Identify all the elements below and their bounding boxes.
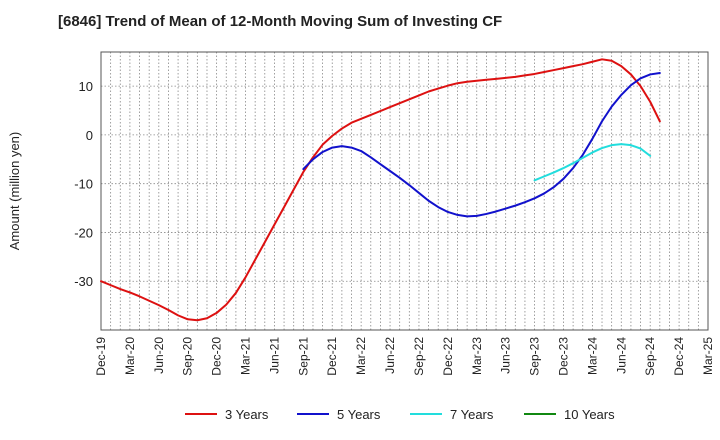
x-tick-label: Mar-25: [701, 337, 715, 375]
y-tick-label: -30: [74, 274, 93, 289]
x-tick-label: Jun-23: [499, 337, 513, 374]
legend-label-7-years: 7 Years: [450, 407, 494, 422]
x-tick-label: Dec-21: [325, 337, 339, 376]
legend-label-3-years: 3 Years: [225, 407, 269, 422]
y-tick-label: 0: [86, 128, 93, 143]
x-tick-label: Jun-24: [614, 337, 628, 374]
x-tick-label: Jun-20: [152, 337, 166, 374]
y-tick-label: -10: [74, 177, 93, 192]
x-tick-label: Dec-23: [556, 337, 570, 376]
legend-label-10-years: 10 Years: [564, 407, 615, 422]
y-tick-label: 10: [79, 79, 93, 94]
x-tick-label: Sep-23: [528, 337, 542, 376]
x-tick-label: Dec-22: [441, 337, 455, 376]
plot-frame: [100, 51, 709, 331]
x-tick-label: Mar-24: [585, 337, 599, 375]
series-line-7-years: [533, 143, 652, 182]
series-line-5-years: [302, 71, 661, 218]
x-tick-label: Mar-23: [470, 337, 484, 375]
y-tick-label: -20: [74, 225, 93, 240]
y-axis-label: Amount (million yen): [7, 132, 22, 251]
x-tick-label: Jun-21: [267, 337, 281, 374]
legend-label-5-years: 5 Years: [337, 407, 381, 422]
grid-layer: [100, 52, 709, 330]
axis-layer: 10 0 -10 -20 -30 Amount (million yen) Dec-19 Ma…: [7, 51, 715, 376]
x-tick-label: Sep-24: [643, 337, 657, 376]
series-layer: [100, 58, 661, 322]
x-tick-label: Sep-22: [412, 337, 426, 376]
chart-title: [6846] Trend of Mean of 12-Month Moving …: [58, 13, 503, 30]
x-tick-label: Sep-21: [296, 337, 310, 376]
series-line-3-years: [100, 58, 661, 322]
x-tick-label: Mar-21: [239, 337, 253, 375]
x-tick-label: Mar-20: [123, 337, 137, 375]
x-tick-label: Jun-22: [383, 337, 397, 374]
x-tick-label: Mar-22: [354, 337, 368, 375]
legend-layer: 3 Years 5 Years 7 Years 10 Years: [185, 407, 615, 422]
x-tick-label: Dec-19: [94, 337, 108, 376]
x-tick-label: Sep-20: [181, 337, 195, 376]
x-tick-label: Dec-24: [672, 337, 686, 376]
x-tick-label: Dec-20: [210, 337, 224, 376]
